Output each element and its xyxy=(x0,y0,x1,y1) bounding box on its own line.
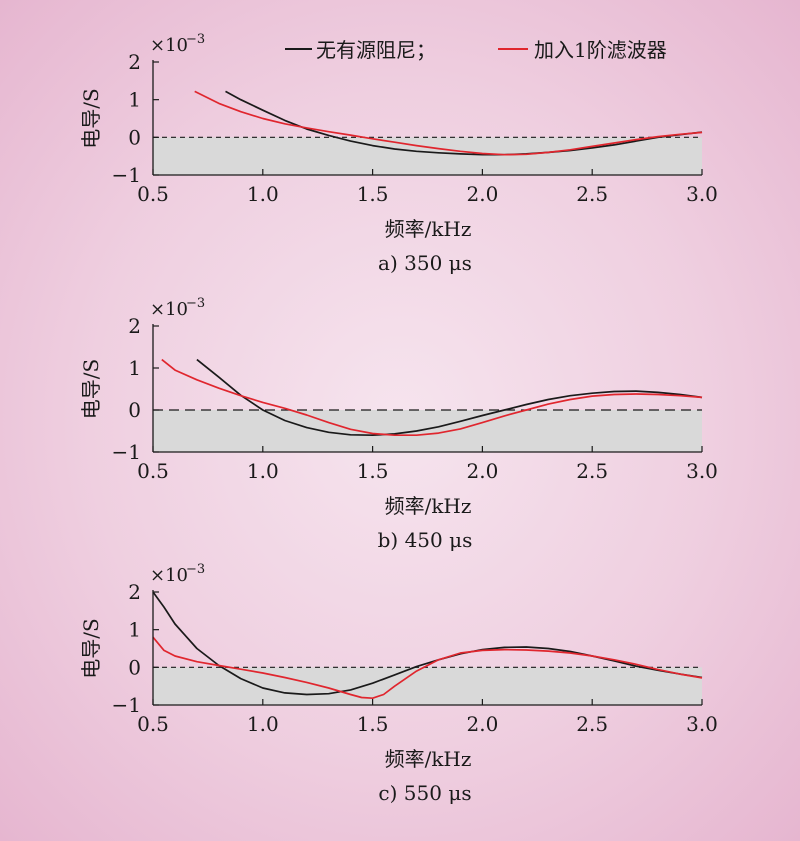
y-exponent: −3 xyxy=(186,562,205,577)
x-tick-label: 1.5 xyxy=(357,712,389,736)
y-tick-label: 0 xyxy=(128,125,141,149)
y-tick-label: 2 xyxy=(128,314,141,338)
x-tick-label: 1.5 xyxy=(357,182,389,206)
y-tick-label: −1 xyxy=(112,693,141,717)
y-tick-label: −1 xyxy=(112,440,141,464)
y-tick-label: 2 xyxy=(128,580,141,604)
x-tick-label: 0.5 xyxy=(137,182,169,206)
panel-caption: a) 350 μs xyxy=(378,251,472,275)
x-tick-label: 2.0 xyxy=(466,182,498,206)
y-tick-label: 1 xyxy=(128,356,141,380)
legend-label-b: 加入1阶滤波器 xyxy=(534,38,667,62)
y-tick-label: 0 xyxy=(128,398,141,422)
x-tick-label: 2.0 xyxy=(466,459,498,483)
x-tick-label: 2.5 xyxy=(576,712,608,736)
negative-region xyxy=(153,410,702,452)
x-axis-label: 频率/kHz xyxy=(385,494,472,518)
y-tick-label: −1 xyxy=(112,163,141,187)
x-tick-label: 1.5 xyxy=(357,459,389,483)
legend: 无有源阻尼； 加入1阶滤波器 xyxy=(285,38,667,62)
x-tick-label: 3.0 xyxy=(686,712,718,736)
x-tick-label: 1.0 xyxy=(247,459,279,483)
y-exponent: −3 xyxy=(186,296,205,311)
x-tick-label: 1.0 xyxy=(247,712,279,736)
negative-region xyxy=(153,667,702,705)
y-multiplier: ×10 xyxy=(150,299,188,320)
series-line-first-order-filter xyxy=(152,636,703,700)
y-tick-label: 0 xyxy=(128,655,141,679)
x-tick-label: 0.5 xyxy=(137,712,169,736)
x-tick-label: 3.0 xyxy=(686,459,718,483)
series-line-no-damping xyxy=(196,358,703,437)
panel-a: 0.5 1.0 1.5 2.0 2.5 3.0 2 1 0 −1 ×10−3 电导/S 频率/kHz a)… xyxy=(79,32,718,275)
x-tick-label: 0.5 xyxy=(137,459,169,483)
y-tick-label: 1 xyxy=(128,618,141,642)
panel-b: 0.5 1.0 1.5 2.0 2.5 3.0 2 1 0 −1 ×10−3 电导/S 频率/kHz b)… xyxy=(79,296,718,552)
x-axis-label: 频率/kHz xyxy=(385,217,472,241)
panel-c: 0.5 1.0 1.5 2.0 2.5 3.0 2 1 0 −1 ×10−3 电导/S 频率/kHz c)… xyxy=(79,562,718,805)
x-tick-label: 3.0 xyxy=(686,182,718,206)
y-tick-label: 1 xyxy=(128,88,141,112)
legend-label-a: 无有源阻尼； xyxy=(316,38,436,62)
x-tick-label: 2.5 xyxy=(576,182,608,206)
y-multiplier: ×10 xyxy=(150,565,188,586)
x-axis-label: 频率/kHz xyxy=(385,747,472,771)
y-multiplier: ×10 xyxy=(150,35,188,56)
y-exponent: −3 xyxy=(186,32,205,47)
y-axis-label: 电导/S xyxy=(79,359,103,419)
y-axis-label: 电导/S xyxy=(79,88,103,148)
panel-caption: b) 450 μs xyxy=(378,528,473,552)
panel-caption: c) 550 μs xyxy=(378,781,471,805)
y-axis-label: 电导/S xyxy=(79,618,103,678)
series-line-first-order-filter xyxy=(161,358,703,437)
x-tick-label: 1.0 xyxy=(247,182,279,206)
x-tick-label: 2.0 xyxy=(466,712,498,736)
y-tick-label: 2 xyxy=(128,50,141,74)
series-line-first-order-filter xyxy=(194,90,703,156)
x-tick-label: 2.5 xyxy=(576,459,608,483)
